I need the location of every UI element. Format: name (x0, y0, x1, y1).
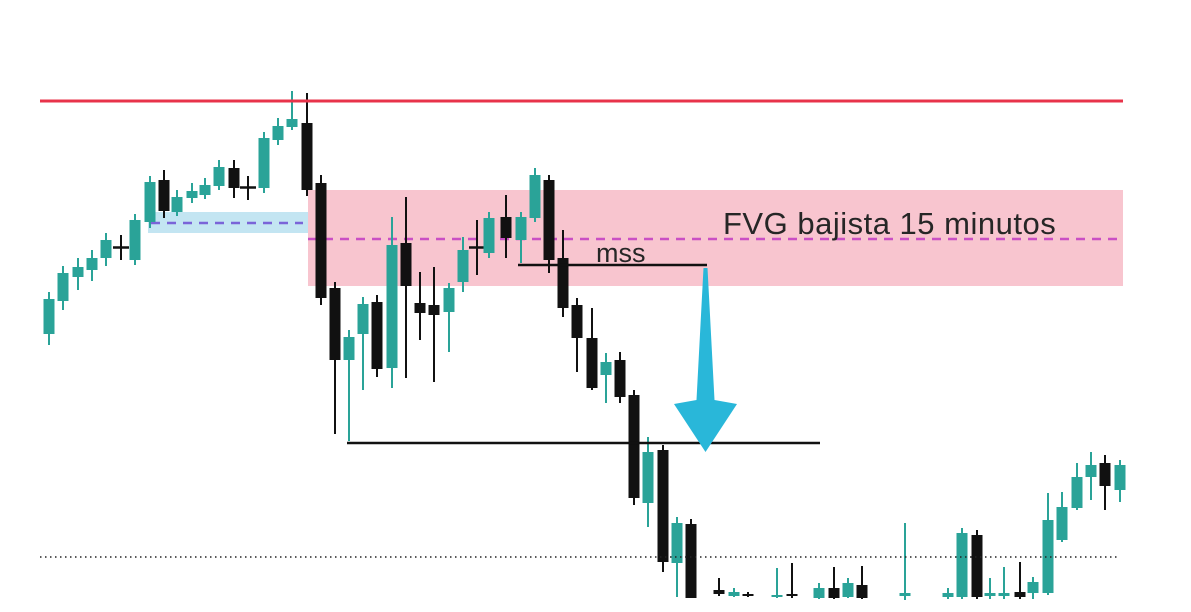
candle-bullish (258, 132, 270, 193)
candle-bearish (628, 390, 640, 505)
candle-bearish (571, 298, 583, 372)
candle-bearish (971, 530, 983, 599)
candle-bearish (301, 93, 313, 196)
candle-bearish (371, 295, 383, 377)
candle-bullish (671, 517, 683, 597)
candle-bullish (483, 212, 495, 258)
candle-bearish (586, 308, 598, 390)
candle-bullish (842, 578, 854, 598)
candle-bullish (1027, 577, 1039, 599)
candle-bullish (57, 266, 69, 310)
candle-bearish (713, 578, 725, 596)
candle-bearish (500, 195, 512, 258)
candle-bearish (240, 176, 256, 200)
candle-bearish (557, 230, 569, 317)
candle-bullish (956, 528, 968, 599)
candle-bullish (813, 583, 825, 599)
candle-bullish (43, 292, 55, 345)
candle-bullish (343, 330, 355, 441)
candle-bearish (414, 272, 426, 340)
candle-bullish (728, 588, 740, 597)
candle-bearish (742, 592, 754, 597)
candle-bearish (469, 220, 485, 275)
candle-bearish (543, 175, 555, 273)
candle-bullish (642, 437, 654, 527)
candle-bullish (186, 183, 198, 203)
sell-direction-arrow-icon (674, 268, 737, 452)
candle-bullish (100, 233, 112, 266)
candle-bearish (315, 175, 327, 305)
candle-bullish (600, 353, 612, 403)
candle-bearish (856, 566, 868, 599)
candle-bearish (1099, 455, 1111, 510)
candle-bullish (357, 297, 369, 390)
candle-bullish (72, 258, 84, 290)
candle-bullish (529, 168, 541, 222)
candle-bearish (228, 160, 240, 198)
candle-bullish (515, 212, 527, 263)
candle-bullish (1114, 460, 1126, 502)
candle-bearish (614, 352, 626, 403)
candle-bearish (786, 563, 798, 598)
candle-bearish (329, 282, 341, 434)
candle-bearish (400, 197, 412, 378)
candle-bullish (286, 91, 298, 130)
candle-bullish (144, 176, 156, 228)
candle-bearish (113, 235, 129, 260)
candle-bearish (657, 445, 669, 572)
candle-bullish (998, 567, 1010, 599)
candle-bearish (158, 170, 170, 218)
candle-bearish (428, 267, 440, 382)
candle-bullish (1056, 492, 1068, 542)
candle-bearish (1014, 562, 1026, 599)
candle-bullish (199, 178, 211, 199)
candle-bullish (457, 237, 469, 292)
candle-bullish (1071, 463, 1083, 510)
candle-bullish (86, 250, 98, 281)
candle-bullish (386, 217, 398, 388)
candle-bullish (213, 160, 225, 190)
orderblock-zone (148, 212, 308, 233)
candle-bullish (171, 190, 183, 216)
candle-bullish (1042, 493, 1054, 595)
candle-bearish (828, 567, 840, 599)
candle-bullish (771, 568, 783, 598)
candle-bullish (443, 283, 455, 352)
candle-bearish (685, 519, 697, 598)
candle-bullish (942, 588, 954, 599)
candle-bullish (1085, 452, 1097, 500)
candle-bullish (984, 578, 996, 599)
candle-bullish (899, 523, 911, 600)
candle-bullish (129, 214, 141, 265)
candle-bullish (272, 118, 284, 145)
